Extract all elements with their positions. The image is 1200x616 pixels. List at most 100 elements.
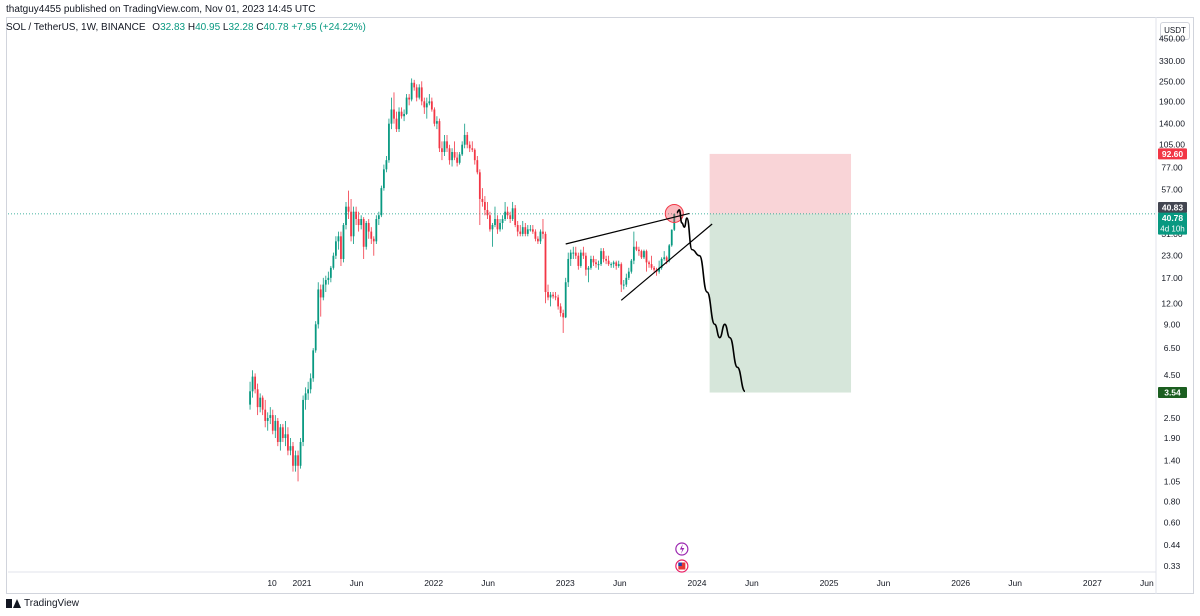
candle-body bbox=[251, 376, 254, 392]
candle-body bbox=[514, 208, 517, 226]
projection-path[interactable] bbox=[676, 209, 746, 393]
candle-body bbox=[302, 399, 304, 442]
candle-body bbox=[552, 294, 554, 297]
candle-body bbox=[448, 148, 451, 161]
target-price-badge: 3.54 bbox=[1164, 388, 1181, 398]
candle-body bbox=[610, 264, 613, 266]
symbol-legend[interactable]: SOL / TetherUS, 1W, BINANCE O32.83 H40.9… bbox=[6, 22, 366, 33]
candle-body bbox=[390, 109, 393, 124]
candle-body bbox=[380, 188, 383, 216]
candle-body bbox=[443, 141, 446, 153]
candle-body bbox=[567, 258, 570, 283]
candle-body bbox=[430, 101, 433, 110]
candle-body bbox=[370, 231, 373, 239]
open-value: 32.83 bbox=[160, 22, 186, 33]
take-profit-zone[interactable] bbox=[709, 213, 852, 393]
low-value: 32.28 bbox=[228, 22, 254, 33]
price-tick-label: 0.60 bbox=[1164, 517, 1181, 527]
candle-body bbox=[471, 148, 474, 150]
candle-body bbox=[483, 201, 486, 210]
close-label: C bbox=[256, 22, 264, 33]
candle-body bbox=[668, 245, 671, 261]
candle-body bbox=[489, 215, 491, 230]
candle-body bbox=[478, 172, 481, 199]
candle-body bbox=[340, 236, 342, 259]
candle-body bbox=[456, 157, 459, 163]
candle-body bbox=[271, 415, 274, 431]
time-tick-label: 2023 bbox=[556, 578, 575, 588]
brand-name: TradingView bbox=[24, 598, 80, 609]
candle-body bbox=[433, 109, 436, 124]
candle-body bbox=[491, 225, 494, 230]
current-price-badge: 40.78 bbox=[1162, 213, 1184, 223]
wedge-upper-trendline[interactable] bbox=[565, 212, 690, 245]
candle-body bbox=[261, 397, 264, 410]
candle-body bbox=[605, 258, 607, 261]
candle-body bbox=[405, 97, 408, 114]
price-tick-label: 23.00 bbox=[1161, 251, 1183, 261]
candle-body bbox=[504, 211, 506, 220]
candle-body bbox=[317, 289, 320, 325]
candle-body bbox=[529, 229, 532, 231]
time-tick-label: 2025 bbox=[820, 578, 839, 588]
candle-body bbox=[451, 152, 453, 161]
candle-body bbox=[587, 267, 590, 270]
candle-body bbox=[665, 257, 668, 261]
candle-body bbox=[388, 123, 390, 161]
candle-body bbox=[569, 252, 572, 259]
price-tick-label: 1.40 bbox=[1164, 455, 1181, 465]
candle-body bbox=[372, 238, 375, 242]
tradingview-logo-icon bbox=[6, 599, 21, 608]
candle-body bbox=[425, 103, 428, 108]
candle-body bbox=[622, 284, 625, 286]
candle-body bbox=[423, 101, 426, 108]
price-tick-label: 330.00 bbox=[1159, 56, 1185, 66]
price-tick-label: 12.00 bbox=[1161, 298, 1183, 308]
candle-body bbox=[398, 111, 400, 130]
candle-body bbox=[559, 306, 562, 314]
footer: TradingView bbox=[6, 598, 79, 609]
candle-body bbox=[663, 257, 666, 259]
currency-unit-button[interactable]: USDT bbox=[1160, 22, 1190, 40]
candle-body bbox=[526, 229, 529, 234]
candle-body bbox=[572, 252, 575, 254]
candle-body bbox=[249, 391, 251, 405]
candle-body bbox=[337, 236, 340, 242]
candle-body bbox=[360, 219, 363, 226]
candle-body bbox=[322, 284, 325, 298]
candle-body bbox=[428, 101, 431, 104]
time-tick-label: Jun bbox=[1140, 578, 1154, 588]
candle-body bbox=[332, 255, 335, 268]
candle-body bbox=[287, 434, 289, 451]
candle-body bbox=[595, 262, 597, 265]
stop-loss-zone[interactable] bbox=[709, 153, 852, 214]
candle-body bbox=[382, 169, 385, 189]
candle-body bbox=[413, 82, 416, 88]
candle-body bbox=[327, 277, 330, 281]
candle-body bbox=[400, 111, 403, 117]
candle-body bbox=[519, 231, 522, 234]
price-tick-label: 105.00 bbox=[1159, 140, 1185, 150]
candle-body bbox=[549, 294, 552, 298]
chart-frame bbox=[6, 17, 1194, 594]
candle-body bbox=[660, 258, 663, 268]
candle-body bbox=[673, 213, 676, 230]
candle-body bbox=[564, 282, 567, 318]
candle-body bbox=[494, 219, 496, 226]
candle-body bbox=[592, 258, 595, 263]
candle-body bbox=[385, 160, 388, 170]
candle-body bbox=[299, 441, 302, 466]
wedge-lower-trendline[interactable] bbox=[620, 223, 713, 301]
publisher-line: thatguy4455 published on TradingView.com… bbox=[6, 4, 316, 15]
candle-body bbox=[463, 134, 466, 145]
candle-body bbox=[281, 427, 284, 439]
candle-body bbox=[534, 231, 537, 239]
candle-body bbox=[256, 389, 259, 408]
price-tick-label: 77.00 bbox=[1161, 162, 1183, 172]
candle-body bbox=[547, 292, 549, 298]
candle-body bbox=[537, 238, 539, 242]
candle-body bbox=[531, 229, 534, 232]
candle-body bbox=[501, 219, 504, 223]
stop-price-badge: 92.60 bbox=[1162, 149, 1184, 159]
